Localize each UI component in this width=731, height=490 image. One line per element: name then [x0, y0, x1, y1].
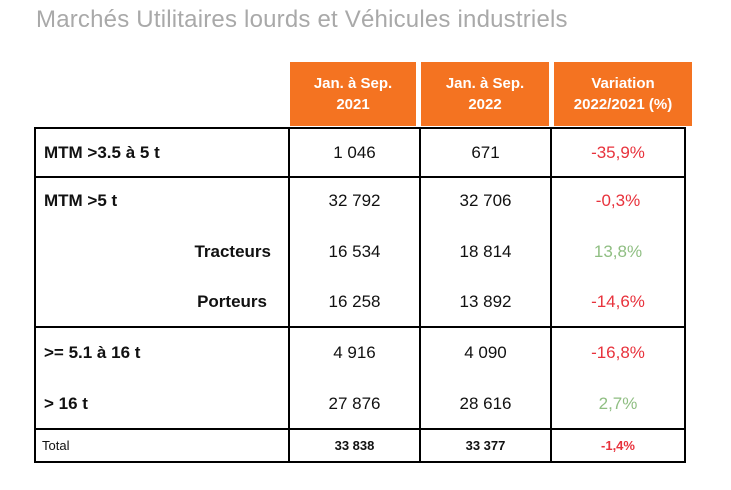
cell-2022: 32 706: [459, 191, 512, 210]
border-top: [34, 127, 686, 129]
cell-variation: -16,8%: [591, 343, 645, 362]
total-2022: 33 377: [465, 438, 506, 453]
page-title: Marchés Utilitaires lourds et Véhicules …: [36, 6, 568, 33]
cell-2021: 27 876: [328, 394, 381, 413]
cell-2021: 16 258: [328, 292, 381, 311]
cell-2021: 1 046: [333, 142, 376, 162]
cell-variation: 13,8%: [593, 242, 643, 261]
row-label: Porteurs: [197, 292, 267, 311]
row-label: >= 5.1 à 16 t: [44, 343, 141, 362]
cell-2021: 4 916: [333, 343, 376, 362]
cell-variation: -0,3%: [595, 191, 641, 210]
cell-2022: 4 090: [464, 343, 507, 362]
border-left: [34, 127, 36, 463]
border-row1-bottom: [34, 176, 686, 178]
header-2022: Jan. à Sep. 2022: [421, 62, 549, 126]
cell-2022: 18 814: [459, 242, 512, 261]
cell-variation: -35,9%: [591, 142, 645, 162]
total-2021: 33 838: [334, 438, 375, 453]
cell-2021: 16 534: [328, 242, 381, 261]
header-2021-line1: Jan. à Sep.: [313, 75, 393, 92]
header-variation: Variation 2022/2021 (%): [554, 62, 692, 126]
border-bottom: [34, 461, 686, 463]
header-variation-line2: 2022/2021 (%): [573, 96, 673, 113]
row-label: > 16 t: [44, 394, 88, 413]
cell-2022: 671: [471, 142, 500, 162]
total-label: Total: [42, 438, 70, 453]
header-2022-line2: 2022: [468, 96, 502, 113]
row-label: MTM >3.5 à 5 t: [44, 142, 160, 162]
header-2022-line1: Jan. à Sep.: [445, 75, 525, 92]
header-variation-line1: Variation: [591, 75, 655, 92]
border-col3: [550, 127, 552, 463]
cell-variation: -14,6%: [591, 292, 645, 311]
border-col1: [288, 127, 290, 463]
cell-2022: 13 892: [459, 292, 512, 311]
header-2021-line2: 2021: [336, 96, 370, 113]
row-label: MTM >5 t: [44, 191, 118, 210]
border-group2-bottom: [34, 428, 686, 430]
row-label: Tracteurs: [194, 242, 271, 261]
border-right: [684, 127, 686, 463]
border-col2: [419, 127, 421, 463]
border-group1-bottom: [34, 326, 686, 328]
cell-variation: 2,7%: [598, 394, 638, 413]
cell-2022: 28 616: [459, 394, 512, 413]
cell-2021: 32 792: [328, 191, 381, 210]
header-2021: Jan. à Sep. 2021: [290, 62, 416, 126]
total-variation: -1,4%: [601, 438, 635, 453]
